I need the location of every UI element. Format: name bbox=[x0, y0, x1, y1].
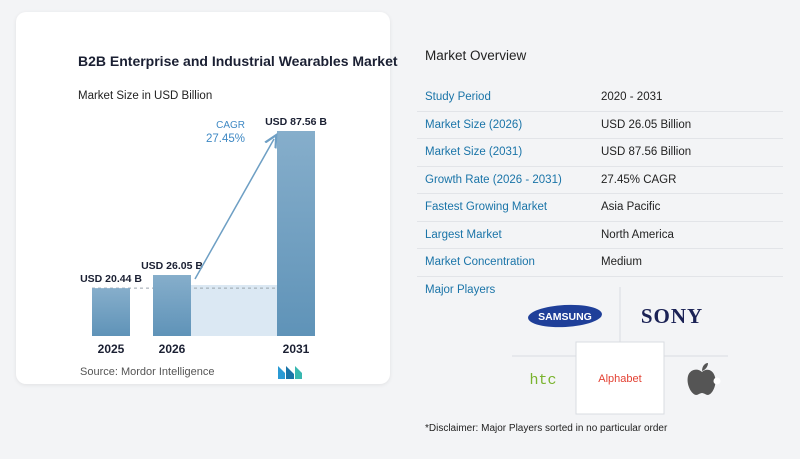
row-value: Medium bbox=[601, 256, 642, 269]
row-value: USD 26.05 Billion bbox=[601, 118, 692, 131]
bar-chart: USD 20.44 B 2025 USD 26.05 B 2026 USD 87.56 … bbox=[80, 116, 327, 356]
table-row: Growth Rate (2026 - 2031) 27.45% CAGR bbox=[417, 167, 783, 194]
row-label: Fastest Growing Market bbox=[425, 201, 548, 214]
row-value: 2020 - 2031 bbox=[601, 91, 663, 104]
tick-label-2025: 2025 bbox=[98, 342, 125, 356]
market-overview-table: Study Period 2020 - 2031 Market Size (20… bbox=[417, 84, 783, 277]
source-note: Source: Mordor Intelligence bbox=[80, 366, 215, 378]
row-label: Largest Market bbox=[425, 228, 502, 241]
data-label-2026: USD 26.05 B bbox=[141, 260, 203, 272]
chart-title: B2B Enterprise and Industrial Wearables … bbox=[78, 53, 398, 69]
row-label: Growth Rate (2026 - 2031) bbox=[425, 173, 562, 186]
row-value: Asia Pacific bbox=[601, 201, 661, 214]
alphabet-logo: Alphabet bbox=[598, 373, 641, 385]
mordor-intelligence-logo bbox=[278, 366, 302, 379]
cagr-label: CAGR bbox=[216, 120, 245, 131]
table-row: Market Size (2026) USD 26.05 Billion bbox=[417, 112, 783, 139]
row-label: Study Period bbox=[425, 91, 491, 104]
bar-2026 bbox=[153, 275, 191, 336]
market-overview-title: Market Overview bbox=[425, 48, 527, 63]
row-label: Market Size (2031) bbox=[425, 146, 523, 159]
row-value: North America bbox=[601, 228, 674, 241]
disclaimer-text: *Disclaimer: Major Players sorted in no … bbox=[425, 423, 668, 434]
growth-band bbox=[191, 285, 277, 336]
table-row: Market Concentration Medium bbox=[417, 249, 783, 277]
growth-arrow bbox=[194, 139, 274, 280]
tick-label-2031: 2031 bbox=[283, 342, 310, 356]
row-value: 27.45% CAGR bbox=[601, 173, 677, 186]
data-label-2031: USD 87.56 B bbox=[265, 116, 327, 128]
table-row: Study Period 2020 - 2031 bbox=[417, 84, 783, 112]
bar-2025 bbox=[92, 288, 130, 336]
cagr-value: 27.45% bbox=[206, 133, 245, 145]
sony-logo: SONY bbox=[641, 304, 703, 328]
table-row: Market Size (2031) USD 87.56 Billion bbox=[417, 139, 783, 167]
row-label: Market Concentration bbox=[425, 256, 535, 269]
row-label: Market Size (2026) bbox=[425, 118, 523, 131]
apple-icon bbox=[687, 363, 721, 395]
htc-logo: htc bbox=[529, 372, 556, 389]
chart-subtitle: Market Size in USD Billion bbox=[78, 90, 213, 102]
major-players-title: Major Players bbox=[425, 284, 496, 296]
data-label-2025: USD 20.44 B bbox=[80, 273, 142, 285]
tick-label-2026: 2026 bbox=[159, 342, 186, 356]
samsung-logo: SAMSUNG bbox=[528, 304, 602, 328]
table-row: Fastest Growing Market Asia Pacific bbox=[417, 194, 783, 222]
row-value: USD 87.56 Billion bbox=[601, 146, 692, 159]
table-row: Largest Market North America bbox=[417, 222, 783, 249]
samsung-logo-text: SAMSUNG bbox=[538, 311, 592, 323]
bar-2031 bbox=[277, 131, 315, 336]
